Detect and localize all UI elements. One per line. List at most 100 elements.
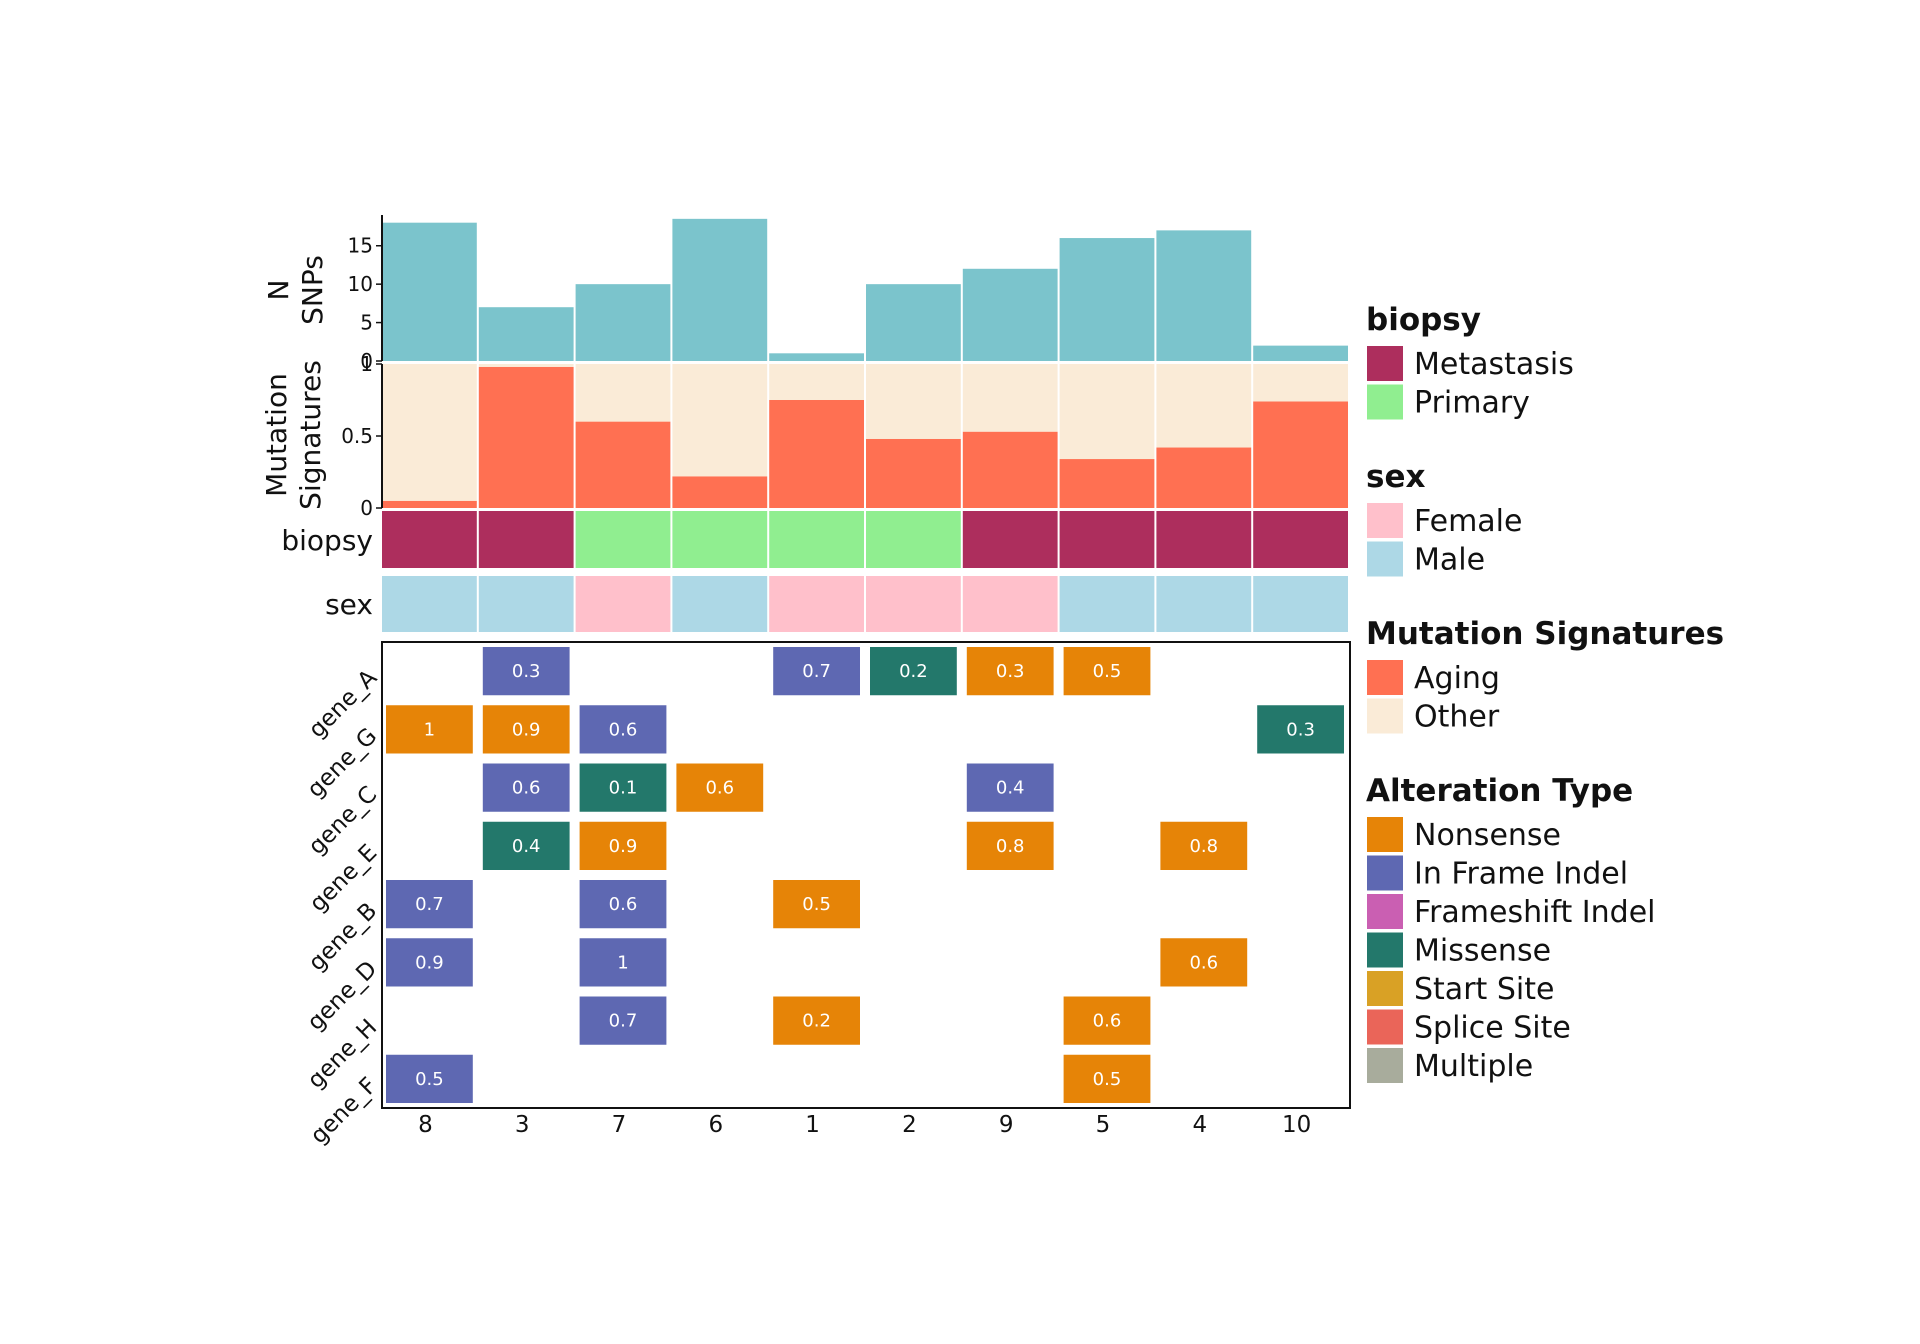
legend-label: Splice Site [1414,1011,1571,1046]
alteration-cell-gene_F-5 [1063,1054,1151,1103]
sex-cell-8 [382,576,477,632]
other-bar-4 [1156,364,1252,448]
alteration-cell-gene_C-3 [482,763,570,812]
legend-swatch [1367,971,1403,1006]
legend-swatch [1367,1048,1403,1083]
legend-label: Male [1414,543,1485,578]
alteration-cell-gene_G-10 [1257,705,1344,754]
snp-bar-10 [1253,345,1348,361]
snp-bar-6 [672,218,768,361]
sex-cell-6 [672,576,768,632]
snp-bar-1 [769,353,864,361]
legend-swatch [1367,894,1403,929]
legend-label: Multiple [1414,1049,1533,1084]
biopsy-cell-8 [382,511,477,568]
alteration-value-label: 0.2 [899,661,928,682]
alteration-value-label: 0.3 [1286,719,1315,740]
alteration-value-label: 0.6 [609,719,638,740]
snp-y-tick-label: 5 [360,311,373,335]
signature-y-title-line: Mutation [260,373,293,497]
alteration-cell-gene_E-7 [579,821,667,870]
biopsy-cell-9 [962,511,1058,568]
other-bar-5 [1059,364,1155,460]
alteration-cell-gene_E-4 [1160,821,1248,870]
alteration-cell-gene_H-1 [773,996,860,1045]
legend-label: Frameshift Indel [1414,895,1655,930]
alteration-cell-gene_C-6 [676,763,764,812]
legend: biopsy Metastasis Primary sex Female Male Muta… [1366,302,1724,1084]
alteration-cell-gene_E-3 [482,821,570,870]
legend-title: Alteration Type [1366,773,1633,809]
legend-swatch [1367,541,1403,577]
sex-cell-3 [478,576,574,632]
alteration-value-label: 0.3 [512,661,541,682]
sex-cell-7 [575,576,671,632]
snp-bar-3 [478,307,574,361]
alteration-value-label: 0.1 [609,778,638,799]
biopsy-cell-10 [1253,511,1348,568]
other-bar-2 [866,364,961,439]
legend-title: Mutation Signatures [1366,616,1724,652]
sex-track-label: sex [325,588,373,621]
legend-label: Other [1414,700,1500,735]
alteration-cell-gene_G-3 [482,705,570,754]
aging-bar-10 [1253,401,1348,508]
snp-bar-8 [382,222,477,361]
grid-frame [381,641,1351,1109]
legend-label: In Frame Indel [1414,857,1628,892]
aging-bar-4 [1156,447,1252,508]
mutation-signatures-panel: 0 0.5 1 Mutation Signatures [260,352,1348,520]
legend-label: Female [1414,504,1522,539]
sample-label-5: 5 [1096,1112,1111,1138]
legend-swatch [1367,698,1403,734]
sex-track: sex [325,576,1348,632]
legend-swatch [1367,660,1403,695]
sex-cell-2 [866,576,961,632]
alteration-value-label: 0.6 [512,778,541,799]
sample-label-8: 8 [418,1112,433,1138]
signature-y-tick-label: 1 [360,352,373,376]
sample-label-10: 10 [1282,1112,1311,1138]
alteration-value-label: 0.5 [1093,661,1122,682]
signature-y-tick-label: 0.5 [341,424,373,448]
alteration-value-label: 0.7 [802,661,831,682]
biopsy-cell-1 [769,511,864,568]
sex-cell-9 [962,576,1058,632]
alteration-grid: 0.3 0.7 0.2 0.3 0.5 1 0.9 0.6 0.3 0.6 0.1 0.6 0.4 0.4… [302,641,1351,1149]
alteration-cell-gene_G-7 [579,705,667,754]
signature-y-title: Mutation Signatures [260,360,327,510]
alteration-cell-gene_F-8 [386,1054,473,1103]
alteration-cell-gene_C-9 [966,763,1054,812]
sex-cell-10 [1253,576,1348,632]
alteration-value-label: 0.5 [415,1069,444,1090]
alteration-value-label: 0.6 [1093,1011,1122,1032]
snp-y-tick-label: 10 [348,272,373,296]
aging-bar-2 [866,438,961,508]
other-bar-9 [962,364,1058,432]
snp-y-title: N SNPs [262,255,329,325]
legend-swatch [1367,346,1403,381]
snp-bar-7 [575,284,671,361]
signature-y-tick-label: 0 [360,496,373,520]
legend-label: Missense [1414,934,1551,969]
snp-bar-5 [1059,238,1155,361]
legend-label: Nonsense [1414,818,1561,853]
alteration-cell-gene_B-7 [579,880,667,929]
snp-y-title-line: N [262,280,295,301]
aging-bar-5 [1059,459,1155,508]
legend-swatch [1367,855,1403,891]
alteration-value-label: 0.9 [512,719,541,740]
biopsy-track: biopsy [281,511,1348,568]
other-bar-8 [382,364,477,501]
signature-y-title-line: Signatures [294,360,327,510]
alteration-value-label: 0.4 [996,778,1025,799]
sex-cell-4 [1156,576,1252,632]
sex-cell-1 [769,576,864,632]
alteration-value-label: 1 [617,952,628,973]
snp-y-title-line: SNPs [296,255,329,325]
alteration-cell-gene_H-5 [1063,996,1151,1045]
legend-swatch [1367,1009,1403,1045]
alteration-value-label: 0.8 [1189,836,1218,857]
alteration-cell-gene_A-2 [870,647,957,696]
sample-label-3: 3 [515,1112,530,1138]
